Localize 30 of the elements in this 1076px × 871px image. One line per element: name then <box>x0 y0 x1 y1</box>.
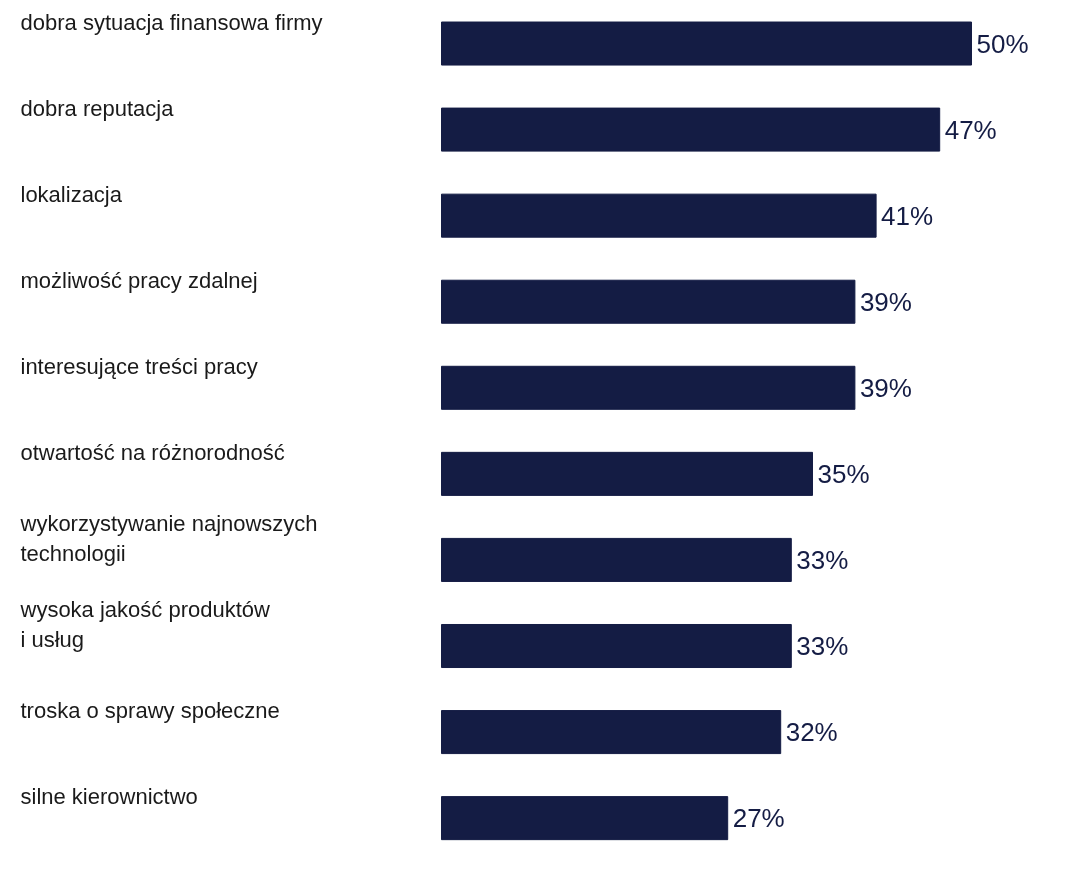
y-tick-label: możliwość pracy zdalnej <box>20 267 258 293</box>
data-label: 35% <box>817 458 870 489</box>
y-tick-label: wykorzystywanie najnowszych technologii <box>19 510 318 566</box>
bar <box>441 365 856 410</box>
y-tick-label: lokalizacja <box>20 181 123 207</box>
y-tick-label: interesujące treści pracy <box>20 353 258 379</box>
bar <box>441 710 782 755</box>
bar <box>441 451 813 496</box>
data-label: 33% <box>796 544 849 575</box>
y-tick-label: troska o sprawy społeczne <box>20 698 280 724</box>
y-tick-label: silne kierownictwo <box>20 784 198 810</box>
y-tick-label: wysoka jakość produktów i usług <box>19 596 271 652</box>
y-tick-label: dobra reputacja <box>20 95 175 121</box>
y-tick-label: otwartość na różnorodność <box>20 439 285 465</box>
data-label: 50% <box>976 28 1029 59</box>
data-label: 41% <box>881 200 934 231</box>
bar <box>441 193 877 238</box>
data-label: 27% <box>732 803 785 834</box>
bar <box>441 21 972 66</box>
data-label: 32% <box>785 717 838 748</box>
y-tick-label: dobra sytuacja finansowa firmy <box>20 9 323 35</box>
data-label: 39% <box>859 372 912 403</box>
bar <box>441 107 941 152</box>
bar <box>441 537 792 582</box>
data-label: 39% <box>859 286 912 317</box>
bar <box>441 623 792 669</box>
bar <box>441 796 729 841</box>
bar <box>441 279 856 324</box>
data-label: 33% <box>796 631 849 661</box>
data-label: 47% <box>944 114 997 145</box>
